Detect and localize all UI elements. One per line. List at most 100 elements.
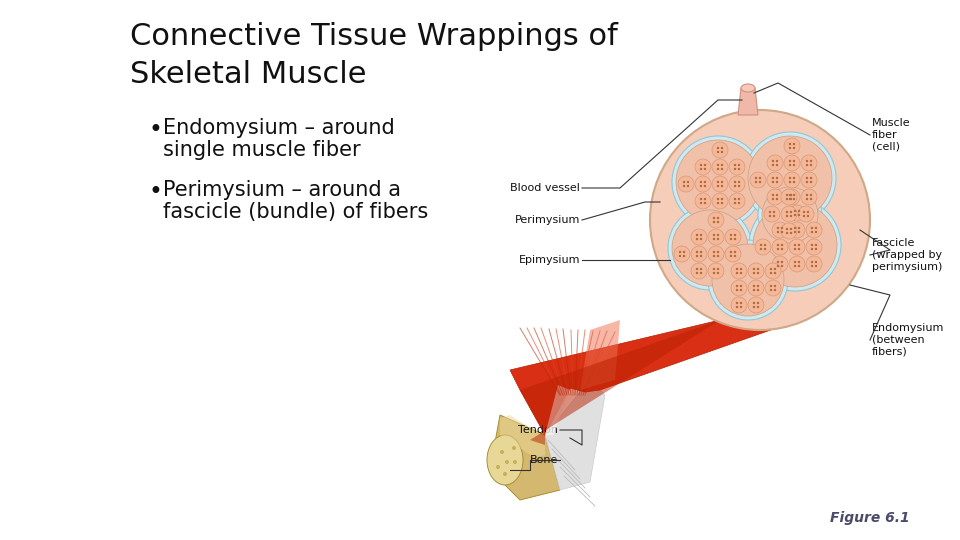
Circle shape [717,164,719,166]
Text: Figure 6.1: Figure 6.1 [830,511,910,525]
Circle shape [767,172,783,188]
Circle shape [683,181,685,183]
Circle shape [780,261,783,263]
Circle shape [789,164,791,166]
Circle shape [712,159,728,175]
Circle shape [772,198,774,200]
Circle shape [774,285,777,287]
Circle shape [753,289,756,291]
Ellipse shape [487,435,523,485]
Circle shape [784,172,800,188]
Circle shape [772,194,774,196]
Circle shape [717,168,719,170]
Circle shape [721,198,723,200]
Circle shape [786,211,788,213]
Circle shape [764,206,780,222]
Circle shape [733,198,736,200]
Circle shape [704,181,707,183]
Circle shape [733,185,736,187]
Circle shape [704,168,707,170]
Circle shape [704,198,707,200]
Circle shape [790,232,792,234]
Circle shape [740,306,742,308]
Circle shape [755,181,757,183]
Circle shape [691,263,707,279]
Circle shape [777,261,780,263]
Circle shape [725,246,741,262]
Ellipse shape [512,446,516,450]
Circle shape [789,177,791,179]
Circle shape [695,193,711,209]
Circle shape [772,177,774,179]
Circle shape [789,181,791,183]
Text: Muscle
fiber
(cell): Muscle fiber (cell) [872,118,911,152]
Circle shape [749,199,841,291]
Circle shape [708,240,788,320]
Circle shape [780,248,783,250]
Circle shape [708,212,724,228]
Circle shape [712,176,728,192]
Circle shape [733,168,736,170]
Circle shape [786,215,788,217]
Circle shape [801,172,817,188]
Circle shape [810,198,812,200]
Circle shape [696,234,698,236]
Text: Blood vessel: Blood vessel [510,183,580,193]
Text: Perimysium: Perimysium [515,215,580,225]
Circle shape [781,223,797,239]
Circle shape [776,160,779,162]
Circle shape [756,285,759,287]
Circle shape [738,164,740,166]
Circle shape [794,231,796,233]
Circle shape [712,251,715,253]
Circle shape [700,272,702,274]
Circle shape [738,181,740,183]
Circle shape [786,228,788,230]
Circle shape [789,160,791,162]
Circle shape [772,181,774,183]
Circle shape [748,136,832,220]
Circle shape [794,214,796,216]
Circle shape [793,164,795,166]
Circle shape [730,238,732,240]
Circle shape [748,263,764,279]
Polygon shape [490,415,560,500]
Circle shape [733,202,736,204]
Circle shape [790,194,792,196]
Circle shape [789,194,791,196]
Circle shape [798,210,801,212]
Circle shape [801,189,817,205]
Circle shape [765,263,781,279]
Circle shape [650,110,870,330]
Circle shape [774,272,777,274]
Circle shape [770,272,772,274]
Circle shape [738,202,740,204]
Circle shape [810,194,812,196]
Circle shape [740,285,742,287]
Circle shape [712,234,715,236]
Circle shape [805,198,808,200]
Circle shape [733,181,736,183]
Circle shape [790,211,792,213]
Circle shape [777,248,780,250]
Circle shape [730,251,732,253]
Circle shape [793,198,795,200]
Circle shape [729,176,745,192]
Circle shape [738,168,740,170]
Text: Tendon: Tendon [518,425,558,435]
Circle shape [721,185,723,187]
Circle shape [774,289,777,291]
Circle shape [780,265,783,267]
Circle shape [806,215,809,217]
Circle shape [794,261,796,263]
Circle shape [806,239,822,255]
Circle shape [758,177,761,179]
Text: Connective Tissue Wrappings of: Connective Tissue Wrappings of [130,22,617,51]
Circle shape [794,244,796,246]
Circle shape [755,239,771,255]
Circle shape [777,265,780,267]
Circle shape [769,215,771,217]
Circle shape [683,251,685,253]
Circle shape [798,265,801,267]
Circle shape [717,147,719,149]
